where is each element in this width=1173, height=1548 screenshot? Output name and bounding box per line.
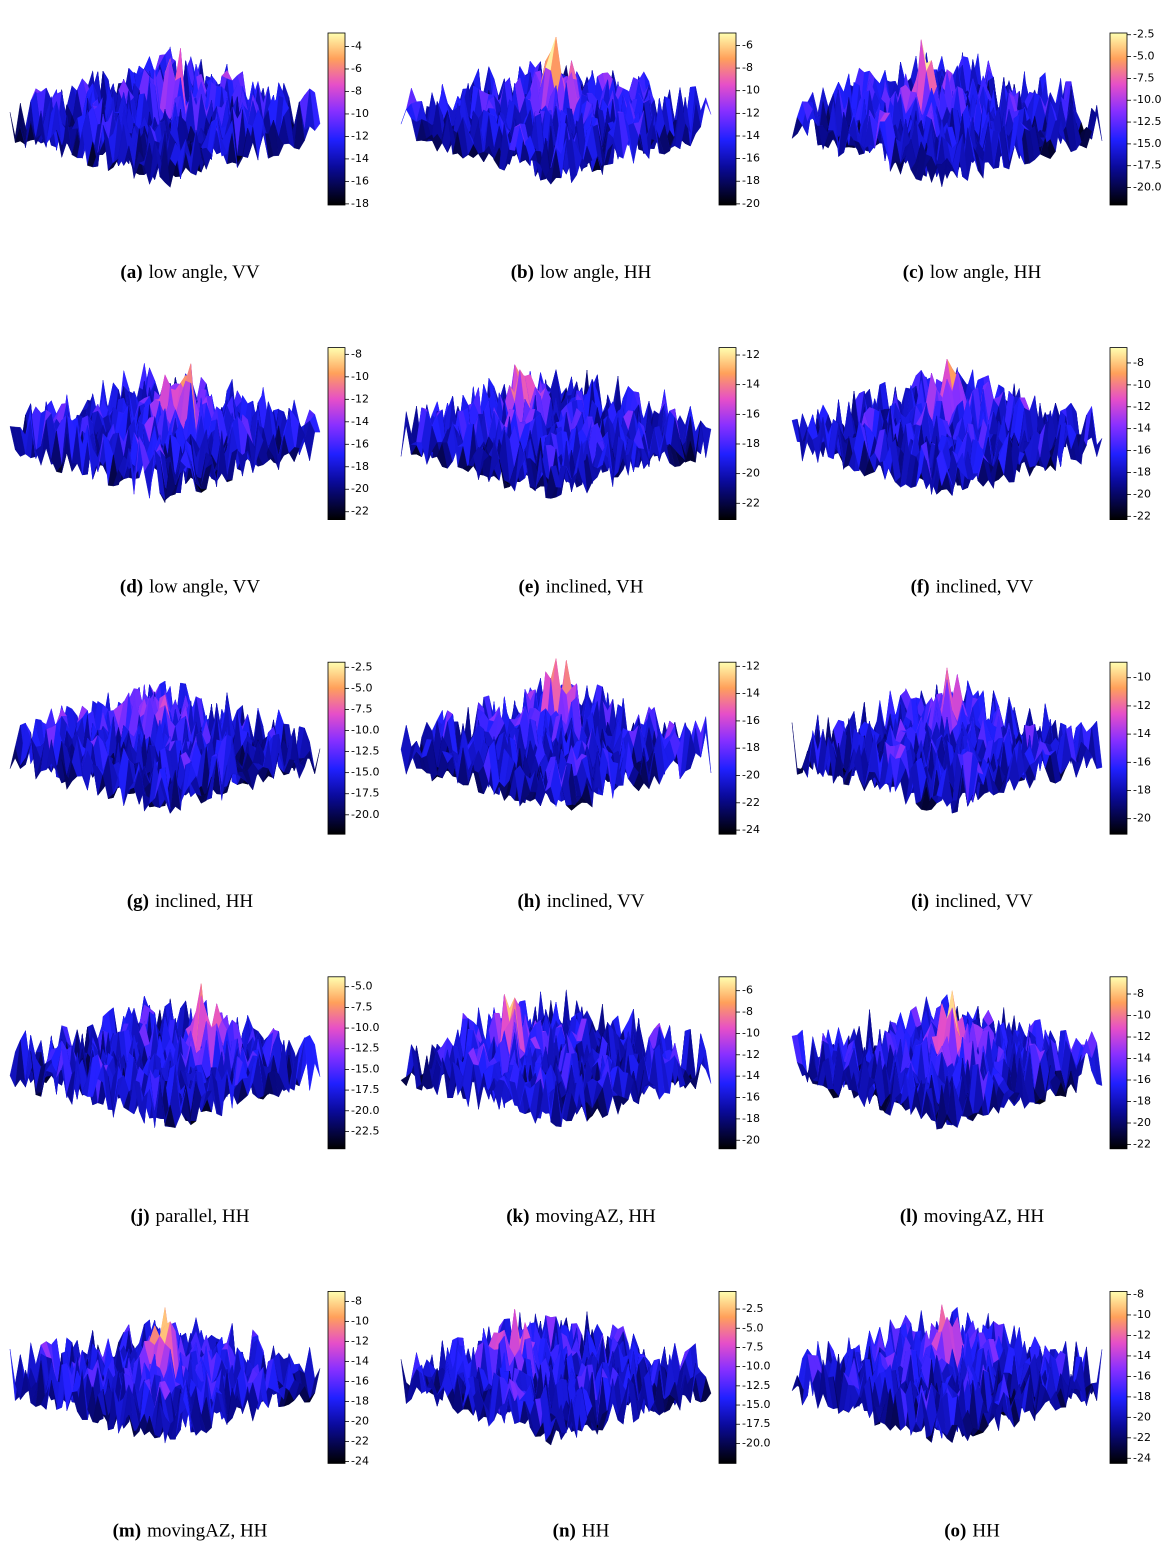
caption-label: (d) <box>120 577 143 598</box>
caption-label: (c) <box>903 262 924 283</box>
caption-text: inclined, VH <box>546 577 644 598</box>
surface-facet <box>159 141 171 188</box>
colorbar-tick-label: -8 <box>351 347 362 360</box>
colorbar-tick-label: -4 <box>351 39 362 52</box>
caption-label: (e) <box>519 577 540 598</box>
colorbar-tick-label: -18 <box>351 197 369 210</box>
colorbar-tick-label: -8 <box>351 84 362 97</box>
colorbar-tick-label: -12 <box>742 348 760 361</box>
surface-facet <box>478 151 490 163</box>
caption: (a) low angle, VV <box>120 262 259 283</box>
panel: -12 -14 -16 -18 -20 -22 (e) inclined, VH <box>400 347 760 598</box>
panel: -4 -6 -8 -10 -12 -14 -16 -18 (a) low angle, VV <box>9 32 369 283</box>
colorbar-tick-label: -16 <box>742 407 760 420</box>
colorbar-tick-label: -12 <box>351 129 369 142</box>
surface <box>9 46 321 188</box>
colorbar-tick-label: -2.5 <box>1133 28 1154 41</box>
caption: (e) inclined, VH <box>519 577 644 598</box>
caption-text: low angle, HH <box>540 262 652 283</box>
colorbar-tick-label: -12.5 <box>1133 115 1161 128</box>
colorbar-tick-label: -5.0 <box>1133 50 1154 63</box>
colorbar-tick-label: -10 <box>351 107 369 120</box>
caption-text: low angle, HH <box>930 262 1042 283</box>
colorbar <box>1109 32 1128 206</box>
colorbar <box>718 347 737 521</box>
colorbar-tick-label: -14 <box>351 152 369 165</box>
colorbar-tick-label: -14 <box>742 378 760 391</box>
colorbar-tick-label: -17.5 <box>1133 159 1161 172</box>
colorbar-tick-label: -20 <box>351 482 369 495</box>
colorbar-tick-label: -12 <box>742 106 760 119</box>
caption-text: low angle, VV <box>149 262 260 283</box>
surface <box>9 363 321 504</box>
surface <box>791 358 1103 497</box>
surface <box>400 363 712 499</box>
colorbar-tick-label: -14 <box>742 129 760 142</box>
colorbar-tick-label: -22 <box>742 496 760 509</box>
colorbar-tick-label: -16 <box>742 152 760 165</box>
colorbar-tick-label: -14 <box>351 415 369 428</box>
surface <box>791 39 1103 187</box>
colorbar-tick-label: -6 <box>742 38 753 51</box>
caption: (b) low angle, HH <box>511 262 652 283</box>
panel: -8 -10 -12 -14 -16 -18 -20 -22 (d) low angle, VV <box>9 347 369 598</box>
panel: -6 -8 -10 -12 -14 -16 -18 -20 (b) low angle, HH <box>400 32 760 283</box>
surface <box>400 36 712 185</box>
caption: (c) low angle, HH <box>903 262 1042 283</box>
colorbar-tick-label: -12 <box>351 392 369 405</box>
colorbar-tick-label: -20 <box>742 467 760 480</box>
colorbar-tick-label: -10 <box>351 370 369 383</box>
caption-text: low angle, VV <box>149 577 260 598</box>
colorbar-tick-label: -10 <box>742 84 760 97</box>
colorbar-tick-label: -8 <box>742 61 753 74</box>
colorbar-tick-label: -22 <box>351 505 369 518</box>
panel: -8-10-12-14-16-18-20-22(f) inclined, VV <box>791 347 1151 598</box>
colorbar <box>327 32 346 206</box>
colorbar-tick-label: -16 <box>351 437 369 450</box>
colorbar-tick-label: -20 <box>742 197 760 210</box>
colorbar <box>718 32 737 206</box>
colorbar-tick-label: -6 <box>351 62 362 75</box>
caption-label: (a) <box>120 262 142 283</box>
colorbar-tick-label: -7.5 <box>1133 71 1154 84</box>
colorbar-tick-label: -18 <box>742 437 760 450</box>
caption: (d) low angle, VV <box>120 577 261 598</box>
colorbar-tick-label: -18 <box>351 460 369 473</box>
colorbar-tick-label: -18 <box>742 174 760 187</box>
colorbar-tick-label: -20.0 <box>1133 181 1161 194</box>
colorbar-tick-label: -15.0 <box>1133 137 1161 150</box>
colorbar <box>327 347 346 521</box>
caption-label: (b) <box>511 262 534 283</box>
panel: -2.5 -5.0 -7.5 -10.0 -12.5 -15.0 -17.5 -20.0 (c)… <box>791 28 1161 283</box>
colorbar-tick-label: -16 <box>351 174 369 187</box>
colorbar-tick-label: -10.0 <box>1133 93 1161 106</box>
